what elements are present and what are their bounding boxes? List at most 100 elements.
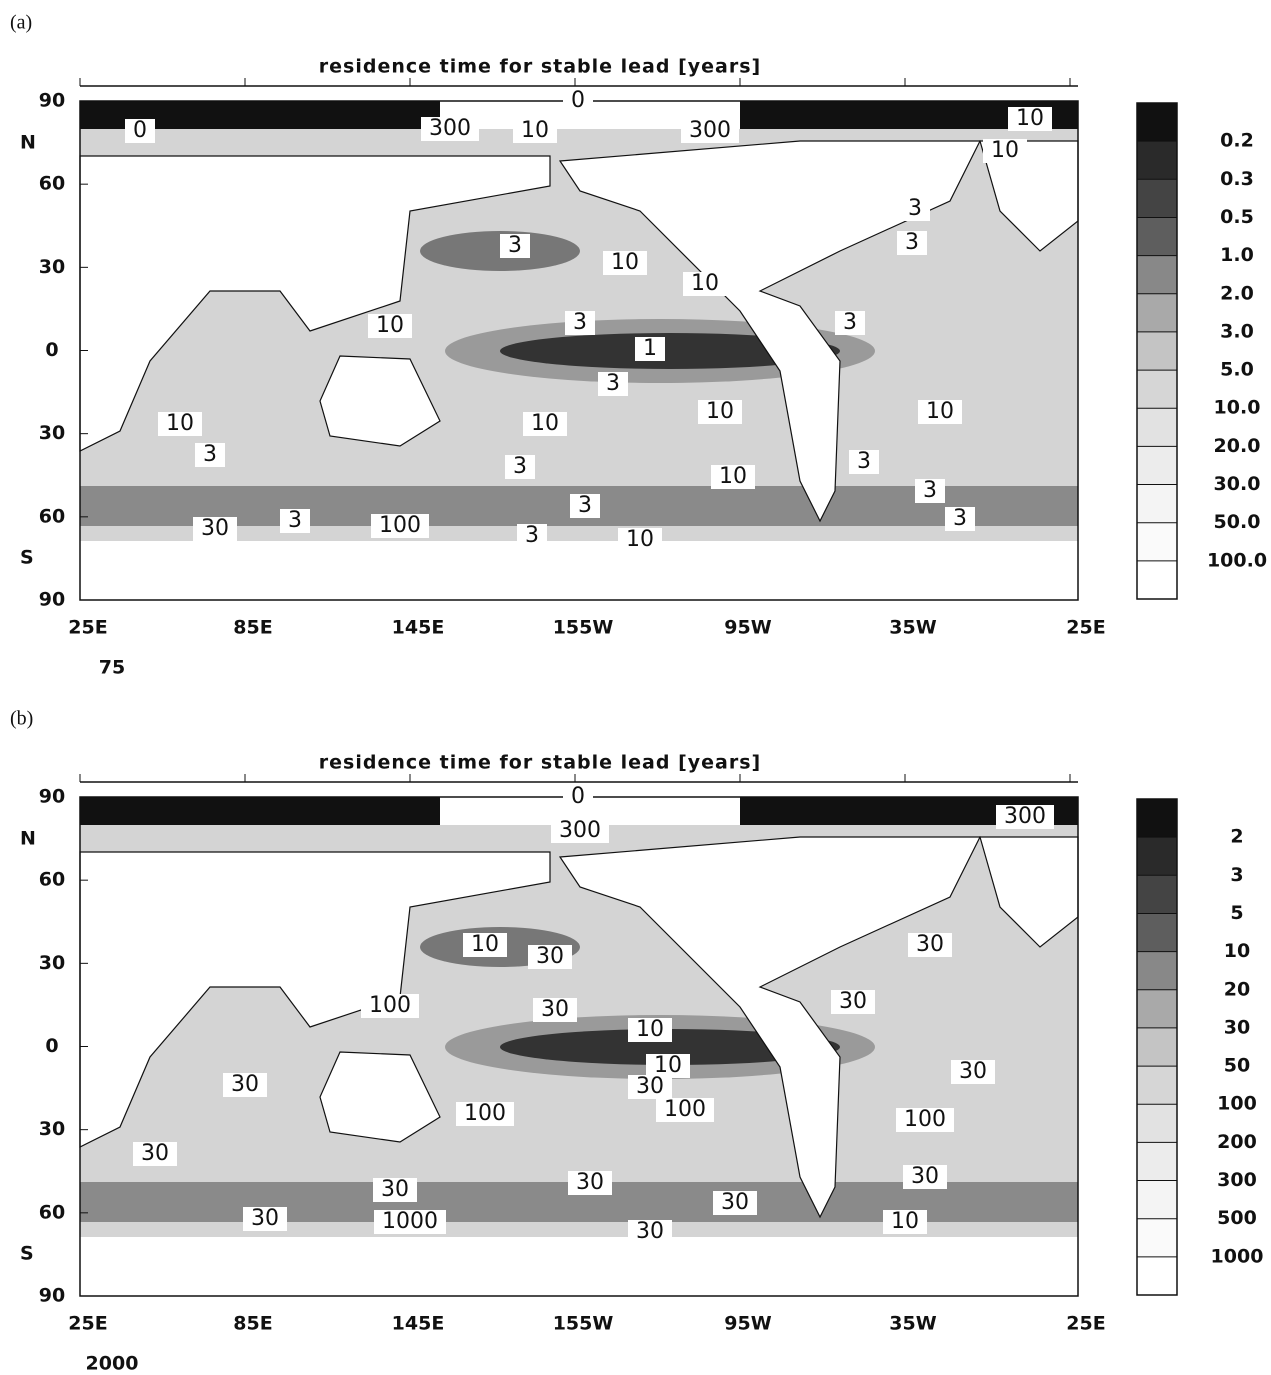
- colorbar-band: [1137, 1104, 1177, 1143]
- contour-label-box: [528, 945, 572, 969]
- hemisphere-label: S: [20, 547, 34, 569]
- contour-label: 10: [636, 1017, 664, 1042]
- colorbar-label: 2: [1230, 826, 1243, 848]
- contour-label-box: [374, 1210, 446, 1234]
- land: [319, 1051, 441, 1143]
- colorbar-band: [1137, 141, 1177, 180]
- y-tick-label: 30: [39, 256, 65, 278]
- contour-label-box: [280, 509, 310, 533]
- colorbar-band: [1137, 522, 1177, 561]
- contour-label-box: [373, 1178, 417, 1202]
- colorbar-label: 1000: [1211, 1245, 1264, 1267]
- contour-label: 3: [513, 454, 527, 479]
- contour-label-box: [361, 994, 419, 1018]
- contour-label-box: [371, 514, 429, 538]
- contour-label-box: [133, 1142, 177, 1166]
- contour-label: 30: [536, 944, 564, 969]
- colorbar-label: 5.0: [1220, 359, 1254, 381]
- colorbar-label: 200: [1217, 1131, 1257, 1153]
- y-tick-label: 90: [39, 1285, 65, 1307]
- contour-label-box: [513, 119, 557, 143]
- contour-label: 10: [626, 527, 654, 552]
- contour-label-box: [628, 1018, 672, 1042]
- hemisphere-label: N: [20, 828, 36, 850]
- y-tick-label: 90: [39, 589, 65, 611]
- contour-label-box: [603, 251, 647, 275]
- contour-label: 30: [839, 989, 867, 1014]
- contour-label: 10: [706, 399, 734, 424]
- colorbar-band: [1137, 913, 1177, 952]
- contour-label: 30: [201, 516, 229, 541]
- contour-label: 1: [643, 336, 657, 361]
- contour-label: 10: [654, 1053, 682, 1078]
- contour-label-box: [628, 1220, 672, 1244]
- contour-label: 10: [376, 313, 404, 338]
- contour-label: 300: [559, 818, 601, 843]
- contour-label: 3: [573, 310, 587, 335]
- contour-label: 100: [904, 1107, 946, 1132]
- contour-label-box: [158, 412, 202, 436]
- panel-title: residence time for stable lead [years]: [319, 752, 761, 774]
- land: [319, 355, 441, 447]
- colorbar-band: [1137, 875, 1177, 914]
- contour-label-box: [896, 1108, 954, 1132]
- colorbar-band: [1137, 103, 1177, 142]
- contour-label-box: [883, 1210, 927, 1234]
- colorbar-band: [1137, 293, 1177, 332]
- panel: (b) residence time for stable lead [years…: [10, 708, 1263, 1375]
- note: 2000: [86, 1353, 139, 1375]
- contour-label-box: [698, 400, 742, 424]
- contour-label: 30: [636, 1219, 664, 1244]
- y-tick-label: 0: [45, 339, 58, 361]
- contour-label-box: [565, 311, 595, 335]
- contour-label: 100: [464, 1101, 506, 1126]
- contour-label-box: [945, 507, 975, 531]
- x-tick-label: 25E: [1066, 1313, 1105, 1335]
- antarctic: [80, 1237, 1078, 1296]
- x-tick-label: 35W: [889, 1313, 936, 1335]
- colorbar-label: 0.2: [1220, 130, 1254, 152]
- contour-label-box: [897, 231, 927, 255]
- contour-label: 3: [843, 310, 857, 335]
- contour-label: 10: [471, 932, 499, 957]
- colorbar-band: [1137, 951, 1177, 990]
- colorbar-label: 20.0: [1214, 435, 1261, 457]
- x-tick-label: 95W: [724, 617, 771, 639]
- contour-label-box: [711, 465, 755, 489]
- colorbar-label: 50.0: [1214, 511, 1261, 533]
- contour-label-box: [915, 479, 945, 503]
- y-tick-label: 60: [39, 173, 65, 195]
- y-tick-label: 30: [39, 1118, 65, 1140]
- land: [979, 140, 1079, 252]
- contour-label-box: [500, 234, 530, 258]
- contour-label-box: [223, 1073, 267, 1097]
- contour-label-box: [983, 139, 1027, 163]
- contour-label: 300: [1004, 804, 1046, 829]
- panel-label: (a): [10, 12, 32, 34]
- land: [79, 155, 551, 452]
- contour-label-box: [598, 372, 628, 396]
- contour-label: 10: [521, 118, 549, 143]
- contour-label-box: [568, 1171, 612, 1195]
- contour-label-box: [563, 89, 593, 113]
- contour-label: 10: [166, 411, 194, 436]
- contour-label-box: [951, 1060, 995, 1084]
- contour-label: 3: [905, 230, 919, 255]
- colorbar-label: 0.5: [1220, 206, 1254, 228]
- colorbar-label: 1.0: [1220, 244, 1254, 266]
- contour-label: 3: [606, 371, 620, 396]
- colorbar-band: [1137, 799, 1177, 838]
- x-tick-label: 145E: [392, 1313, 445, 1335]
- contour-label: 30: [576, 1170, 604, 1195]
- x-tick-label: 145E: [392, 617, 445, 639]
- colorbar-label: 30.0: [1214, 473, 1261, 495]
- contour-label: 1000: [382, 1209, 438, 1234]
- x-tick-label: 95W: [724, 1313, 771, 1335]
- panel-title: residence time for stable lead [years]: [319, 56, 761, 78]
- contour-label: 10: [991, 138, 1019, 163]
- contour-label-box: [570, 494, 600, 518]
- colorbar-label: 2.0: [1220, 282, 1254, 304]
- x-tick-label: 85E: [233, 1313, 272, 1335]
